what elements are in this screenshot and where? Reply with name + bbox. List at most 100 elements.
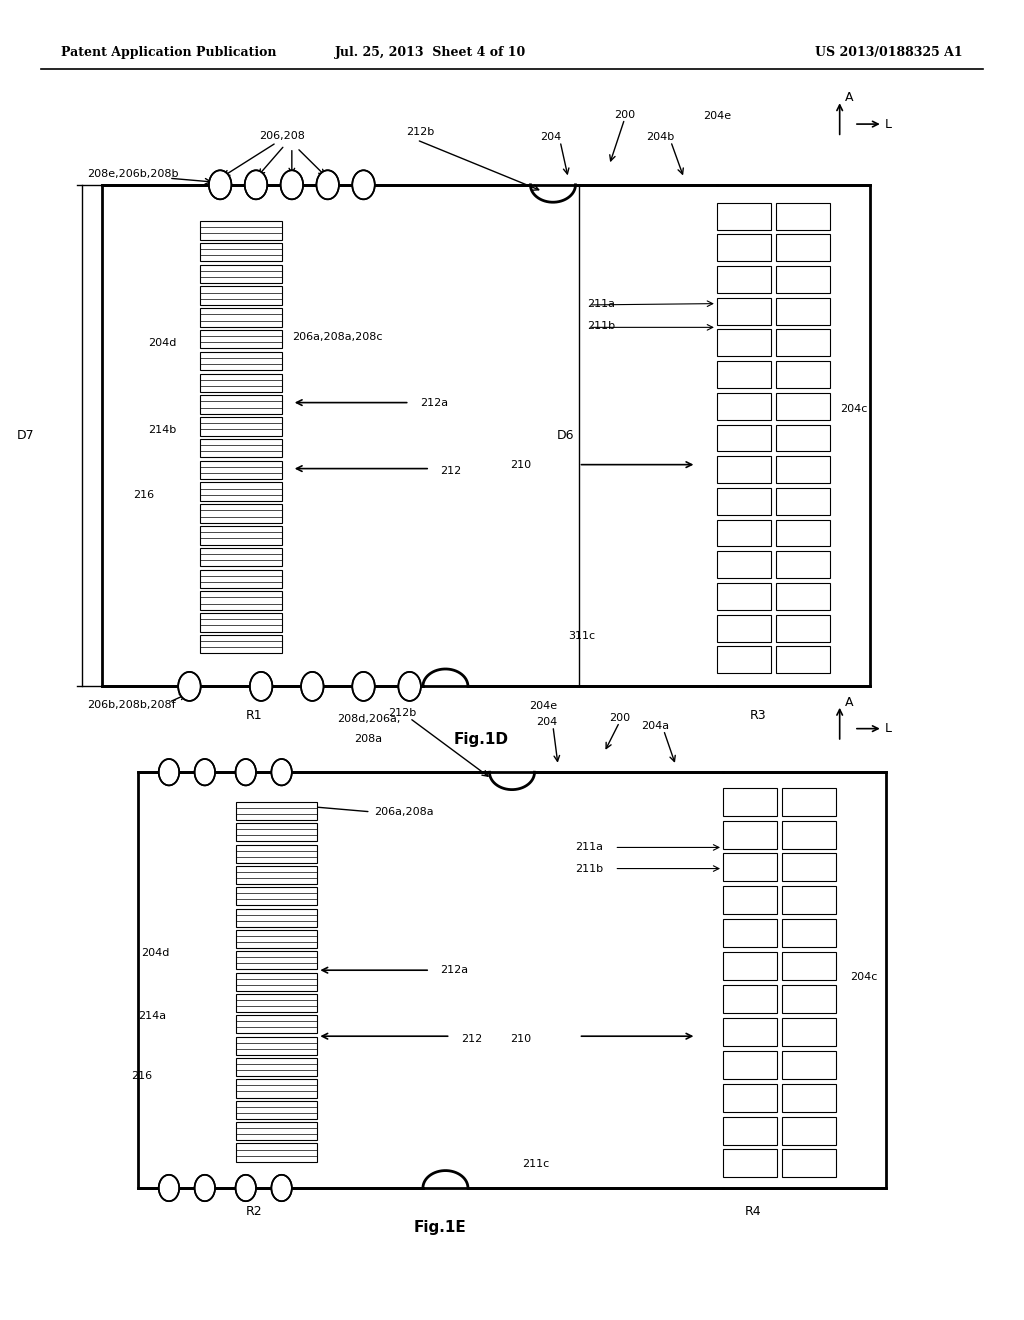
Bar bbox=[782, 886, 836, 915]
Bar bbox=[782, 1084, 836, 1111]
Text: D6: D6 bbox=[556, 429, 574, 442]
Text: 204d: 204d bbox=[148, 338, 177, 348]
Bar bbox=[200, 286, 282, 305]
Bar bbox=[717, 457, 771, 483]
Text: Jul. 25, 2013  Sheet 4 of 10: Jul. 25, 2013 Sheet 4 of 10 bbox=[335, 46, 525, 59]
Bar bbox=[723, 821, 777, 849]
Bar bbox=[200, 612, 282, 632]
Bar bbox=[717, 647, 771, 673]
Bar bbox=[200, 635, 282, 653]
Bar bbox=[200, 374, 282, 392]
Text: 204c: 204c bbox=[850, 972, 878, 982]
Circle shape bbox=[301, 672, 324, 701]
Circle shape bbox=[250, 672, 272, 701]
Bar bbox=[236, 866, 317, 884]
Circle shape bbox=[195, 1175, 215, 1201]
Bar bbox=[200, 264, 282, 282]
Text: 206a,208a: 206a,208a bbox=[374, 807, 433, 817]
Text: 214b: 214b bbox=[148, 425, 177, 436]
Circle shape bbox=[352, 170, 375, 199]
Bar bbox=[236, 845, 317, 863]
Bar bbox=[782, 952, 836, 979]
Circle shape bbox=[236, 1175, 256, 1201]
Circle shape bbox=[352, 672, 375, 701]
Circle shape bbox=[271, 759, 292, 785]
Bar bbox=[236, 1143, 317, 1162]
Bar bbox=[782, 1117, 836, 1144]
Circle shape bbox=[209, 170, 231, 199]
Bar bbox=[723, 985, 777, 1012]
Bar bbox=[776, 457, 829, 483]
Text: 200: 200 bbox=[614, 110, 635, 120]
Bar bbox=[717, 298, 771, 325]
Bar bbox=[236, 1059, 317, 1076]
Bar bbox=[782, 854, 836, 882]
Text: 208e,206b,208b: 208e,206b,208b bbox=[87, 169, 178, 180]
Text: 212b: 212b bbox=[406, 127, 434, 137]
Text: 311c: 311c bbox=[568, 631, 595, 642]
Bar bbox=[723, 952, 777, 979]
Bar bbox=[200, 243, 282, 261]
Bar bbox=[782, 1018, 836, 1045]
Bar bbox=[236, 952, 317, 969]
Circle shape bbox=[159, 1175, 179, 1201]
Bar bbox=[717, 203, 771, 230]
Bar bbox=[200, 438, 282, 458]
Bar bbox=[776, 267, 829, 293]
Bar bbox=[776, 552, 829, 578]
Bar bbox=[717, 552, 771, 578]
Bar bbox=[236, 801, 317, 820]
Bar bbox=[236, 994, 317, 1012]
Bar bbox=[723, 1150, 777, 1177]
Bar bbox=[236, 1015, 317, 1034]
Text: Fig.1E: Fig.1E bbox=[414, 1220, 467, 1236]
Bar bbox=[723, 788, 777, 816]
Bar bbox=[200, 330, 282, 348]
Bar bbox=[776, 393, 829, 420]
Bar bbox=[782, 1051, 836, 1078]
Text: 216: 216 bbox=[131, 1071, 153, 1081]
Circle shape bbox=[159, 759, 179, 785]
Bar bbox=[782, 1150, 836, 1177]
Bar bbox=[236, 908, 317, 927]
Bar bbox=[723, 854, 777, 882]
Circle shape bbox=[195, 759, 215, 785]
Text: 200: 200 bbox=[609, 713, 630, 723]
Text: 204b: 204b bbox=[646, 132, 675, 143]
Bar bbox=[200, 308, 282, 327]
Bar bbox=[138, 772, 886, 1188]
Circle shape bbox=[271, 1175, 292, 1201]
Bar bbox=[782, 919, 836, 948]
Text: R2: R2 bbox=[246, 1205, 262, 1218]
Text: 206,208: 206,208 bbox=[259, 131, 304, 141]
Bar bbox=[717, 235, 771, 261]
Text: R1: R1 bbox=[246, 709, 262, 722]
Text: 214a: 214a bbox=[138, 1011, 166, 1022]
Text: 211a: 211a bbox=[587, 298, 614, 309]
Text: 216: 216 bbox=[133, 490, 155, 500]
Bar bbox=[236, 929, 317, 948]
Circle shape bbox=[236, 759, 256, 785]
Text: US 2013/0188325 A1: US 2013/0188325 A1 bbox=[815, 46, 963, 59]
Bar bbox=[717, 267, 771, 293]
Text: 211c: 211c bbox=[522, 1159, 550, 1170]
Bar bbox=[200, 395, 282, 414]
Text: Fig.1D: Fig.1D bbox=[454, 731, 509, 747]
Bar bbox=[717, 488, 771, 515]
Text: A: A bbox=[845, 696, 853, 709]
Bar bbox=[236, 824, 317, 841]
Text: 212: 212 bbox=[461, 1034, 482, 1044]
Bar bbox=[102, 185, 870, 686]
Text: 210: 210 bbox=[510, 459, 531, 470]
Bar bbox=[776, 615, 829, 642]
Bar bbox=[200, 461, 282, 479]
Text: 204e: 204e bbox=[702, 111, 731, 121]
Text: D7: D7 bbox=[16, 429, 35, 442]
Bar bbox=[200, 525, 282, 544]
Bar bbox=[776, 488, 829, 515]
Text: L: L bbox=[885, 117, 892, 131]
Bar bbox=[723, 886, 777, 915]
Bar bbox=[717, 615, 771, 642]
Text: 212a: 212a bbox=[420, 397, 447, 408]
Circle shape bbox=[398, 672, 421, 701]
